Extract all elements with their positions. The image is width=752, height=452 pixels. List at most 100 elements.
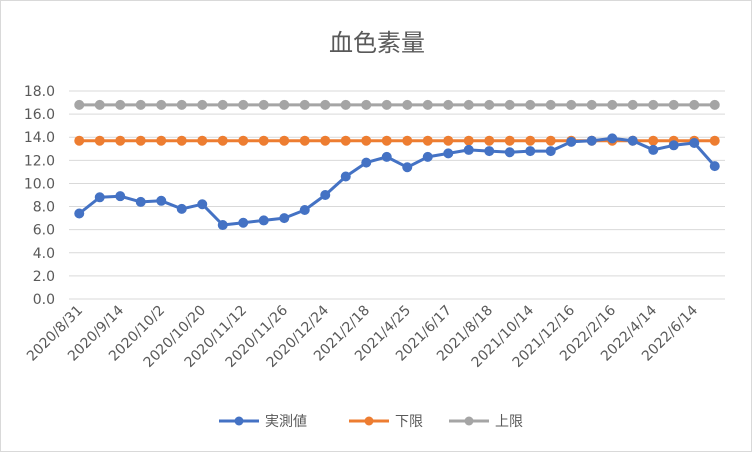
data-point — [320, 99, 331, 110]
data-point — [238, 217, 249, 228]
legend-item: 上限 — [449, 414, 523, 430]
data-point — [94, 135, 105, 146]
data-point — [484, 99, 495, 110]
data-point — [197, 99, 208, 110]
y-tick-label: 6.0 — [33, 223, 55, 239]
data-point — [135, 135, 146, 146]
data-point — [74, 99, 85, 110]
data-point — [484, 146, 495, 157]
y-tick-label: 16.0 — [24, 107, 55, 123]
data-point — [709, 99, 720, 110]
legend-label: 上限 — [495, 414, 523, 430]
data-point — [627, 99, 638, 110]
data-point — [607, 99, 618, 110]
data-point — [504, 147, 515, 158]
data-point — [545, 99, 556, 110]
data-point — [545, 135, 556, 146]
series-line — [78, 136, 716, 227]
data-point — [340, 135, 351, 146]
data-point — [525, 146, 536, 157]
data-point — [463, 135, 474, 146]
data-point — [279, 213, 290, 224]
data-point — [156, 135, 167, 146]
data-point — [176, 203, 187, 214]
data-point — [525, 135, 536, 146]
data-point — [648, 99, 659, 110]
data-point — [340, 171, 351, 182]
legend-item: 実測値 — [219, 414, 307, 430]
data-point — [607, 133, 618, 144]
data-point — [115, 191, 126, 202]
y-tick-label: 0.0 — [33, 292, 55, 308]
data-point — [279, 135, 290, 146]
y-tick-label: 8.0 — [33, 200, 55, 216]
data-point — [381, 135, 392, 146]
data-point — [381, 99, 392, 110]
legend-swatch-marker — [464, 416, 474, 426]
data-point — [176, 99, 187, 110]
y-tick-label: 14.0 — [24, 130, 55, 146]
data-point — [217, 135, 228, 146]
y-tick-label: 4.0 — [33, 246, 55, 262]
legend-swatch-marker — [364, 416, 374, 426]
data-point — [279, 99, 290, 110]
chart-title: 血色素量 — [329, 29, 425, 57]
y-tick-label: 12.0 — [24, 153, 55, 169]
data-point — [361, 135, 372, 146]
data-point — [648, 135, 659, 146]
data-point — [94, 192, 105, 203]
data-point — [115, 135, 126, 146]
data-point — [94, 99, 105, 110]
data-point — [422, 135, 433, 146]
y-axis: 0.0 2.0 4.0 6.0 8.0 10.0 12.0 14.0 16.0 18.0 — [24, 84, 55, 308]
data-point — [668, 140, 679, 151]
data-point — [320, 190, 331, 200]
data-point — [258, 99, 269, 110]
data-point — [402, 99, 413, 110]
legend-item: 下限 — [349, 414, 423, 430]
series-measured — [74, 133, 720, 231]
data-point — [709, 135, 720, 146]
data-point — [668, 99, 679, 110]
x-axis: 2020/8/312020/9/142020/10/22020/10/20202… — [24, 302, 701, 370]
data-point — [238, 99, 249, 110]
legend-label: 下限 — [395, 414, 423, 430]
data-point — [463, 99, 474, 110]
data-point — [156, 99, 167, 110]
legend: 実測値 下限 上限 — [219, 414, 523, 430]
data-point — [197, 199, 208, 210]
data-point — [74, 208, 85, 219]
data-point — [443, 99, 454, 110]
data-point — [566, 99, 577, 110]
data-point — [504, 135, 515, 146]
data-point — [422, 151, 433, 162]
data-point — [258, 135, 269, 146]
data-point — [156, 195, 167, 206]
series-upper-limit — [74, 99, 720, 110]
data-point — [238, 135, 249, 146]
data-point — [135, 196, 146, 207]
data-point — [115, 99, 126, 110]
data-point — [504, 99, 515, 110]
data-point — [176, 135, 187, 146]
legend-label: 実測値 — [265, 414, 307, 430]
data-point — [74, 135, 85, 146]
data-point — [525, 99, 536, 110]
gridlines — [69, 90, 725, 300]
y-tick-label: 2.0 — [33, 269, 55, 285]
data-point — [402, 135, 413, 146]
data-point — [217, 99, 228, 110]
data-point — [648, 144, 659, 155]
y-tick-label: 10.0 — [24, 176, 55, 192]
series-group — [74, 99, 720, 231]
data-point — [197, 135, 208, 146]
data-point — [422, 99, 433, 110]
data-point — [545, 146, 556, 157]
data-point — [299, 205, 310, 216]
data-point — [299, 135, 310, 146]
data-point — [689, 138, 700, 148]
data-point — [258, 215, 269, 226]
data-point — [402, 162, 413, 173]
